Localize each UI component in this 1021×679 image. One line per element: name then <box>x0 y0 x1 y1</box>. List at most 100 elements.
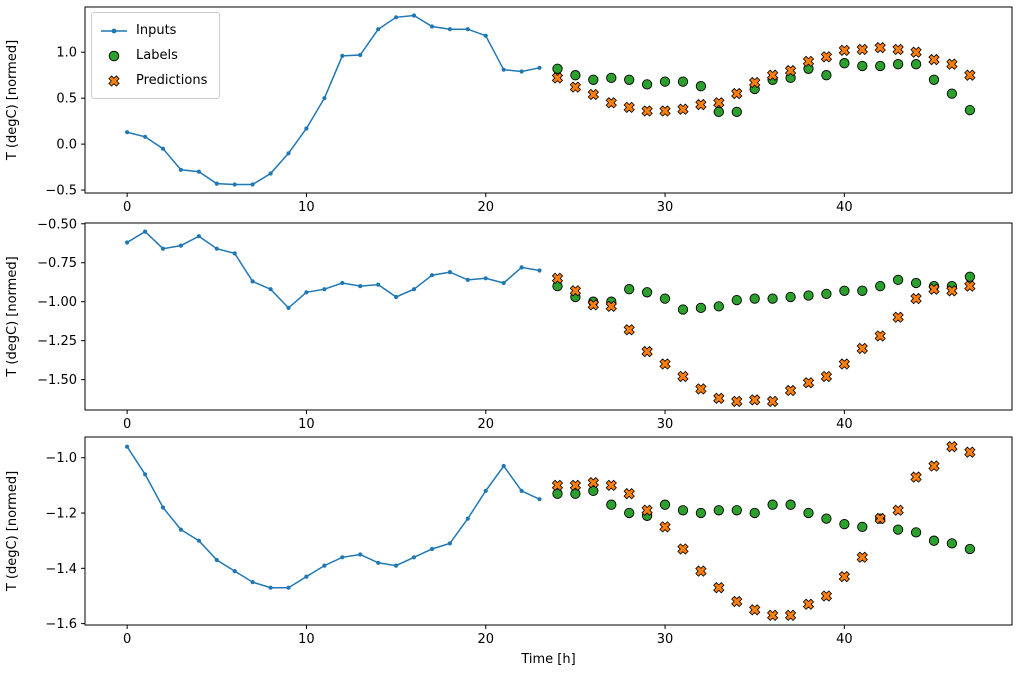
inputs-point <box>250 580 255 585</box>
inputs-point <box>268 287 273 292</box>
predictions-point <box>695 383 707 395</box>
inputs-point <box>304 290 309 295</box>
inputs-point <box>304 126 309 131</box>
labels-point <box>659 76 671 87</box>
labels-point <box>803 290 814 301</box>
inputs-point <box>483 488 488 493</box>
predictions-point <box>874 512 886 525</box>
labels-point <box>570 488 581 499</box>
predictions-point <box>623 101 635 114</box>
y-tick-label: −1.25 <box>37 334 77 349</box>
inputs-point <box>322 563 327 568</box>
labels-point <box>892 524 904 535</box>
predictions-point <box>856 551 868 563</box>
predictions-point <box>910 46 922 58</box>
predictions-point <box>587 476 599 489</box>
predictions-point <box>731 87 743 100</box>
predictions-point <box>766 69 779 81</box>
inputs-point <box>340 280 345 286</box>
y-tick-label: 0.0 <box>56 138 77 153</box>
y-axis-label: T (degC) [normed] <box>5 40 20 161</box>
predictions-point <box>874 41 886 54</box>
predictions-point <box>551 479 564 492</box>
labels-point <box>892 274 904 286</box>
predictions-point <box>695 98 707 111</box>
predictions-point <box>892 311 904 323</box>
predictions-point <box>605 97 617 109</box>
inputs-point <box>143 472 148 477</box>
predictions-point <box>784 609 797 621</box>
predictions-point <box>605 300 617 313</box>
labels-point <box>659 499 671 510</box>
inputs-point <box>376 27 381 32</box>
predictions-point <box>856 43 868 56</box>
legend-item-inputs: Inputs <box>100 19 207 42</box>
predictions-point <box>749 604 761 616</box>
inputs-point <box>411 13 417 18</box>
y-axis-label: T (degC) [normed] <box>5 471 20 592</box>
subplot-3: 0 10 20 30 40 −1.0 −1.2 −1.4 −1.6 T (degC) [norme… <box>5 436 1013 667</box>
labels-point <box>785 499 796 510</box>
inputs-point <box>483 33 488 38</box>
inputs-point <box>519 69 524 74</box>
inputs-point <box>501 280 506 286</box>
predictions-point <box>731 395 743 408</box>
x-tick-label: 30 <box>657 632 674 647</box>
inputs-point <box>214 181 219 186</box>
axes-frame <box>84 436 1013 626</box>
labels-point <box>821 288 832 300</box>
x-tick-label: 10 <box>298 417 315 432</box>
predictions-point <box>677 370 689 383</box>
inputs-point <box>465 516 470 521</box>
predictions-point <box>838 570 851 583</box>
x-tick-label: 40 <box>836 632 853 647</box>
predictions-point <box>659 105 671 117</box>
labels-point <box>821 513 832 524</box>
inputs-point <box>465 277 470 282</box>
predictions-point <box>641 504 653 516</box>
labels-point <box>928 535 940 546</box>
labels-point <box>570 70 581 81</box>
y-tick-label: −1.2 <box>45 507 77 522</box>
inputs-point <box>125 240 130 245</box>
labels-point <box>749 293 760 304</box>
predictions-point <box>964 280 976 292</box>
inputs-point <box>160 146 166 151</box>
x-tick-label: 0 <box>123 417 131 432</box>
legend-label-labels: Labels <box>136 48 178 63</box>
labels-point <box>875 60 886 72</box>
labels-point <box>731 106 742 118</box>
labels-point <box>606 499 617 510</box>
predictions-point <box>749 76 761 89</box>
predictions-point <box>946 285 958 297</box>
inputs-point <box>376 282 381 287</box>
inputs-point <box>286 585 291 590</box>
y-tick-label: −1.6 <box>45 617 77 632</box>
predictions-point <box>551 72 564 84</box>
labels-point <box>731 505 742 516</box>
predictions-point <box>892 504 904 516</box>
labels-point <box>695 81 707 92</box>
labels-point <box>910 59 922 70</box>
labels-point <box>857 285 868 296</box>
labels-point <box>659 293 671 304</box>
inputs-point <box>519 488 524 493</box>
inputs-point <box>340 53 345 59</box>
axes-frame <box>84 222 1013 411</box>
labels-point <box>695 302 707 314</box>
predictions-point <box>713 97 725 109</box>
predictions-point <box>677 103 689 115</box>
predictions-point <box>641 345 653 358</box>
predictions-point <box>766 609 779 621</box>
labels-point <box>713 106 724 118</box>
inputs-point <box>286 305 291 310</box>
predictions-point <box>946 441 958 453</box>
predictions-point <box>587 299 599 311</box>
subplot-1: 0 10 20 30 40 −0.5 0.0 0.5 1.0 T (degC) [normed] <box>5 6 1013 215</box>
predictions-point <box>856 342 868 355</box>
inputs-point <box>447 541 452 546</box>
x-tick-label: 30 <box>657 417 674 432</box>
predictions-point <box>802 598 815 610</box>
labels-point <box>910 277 922 289</box>
